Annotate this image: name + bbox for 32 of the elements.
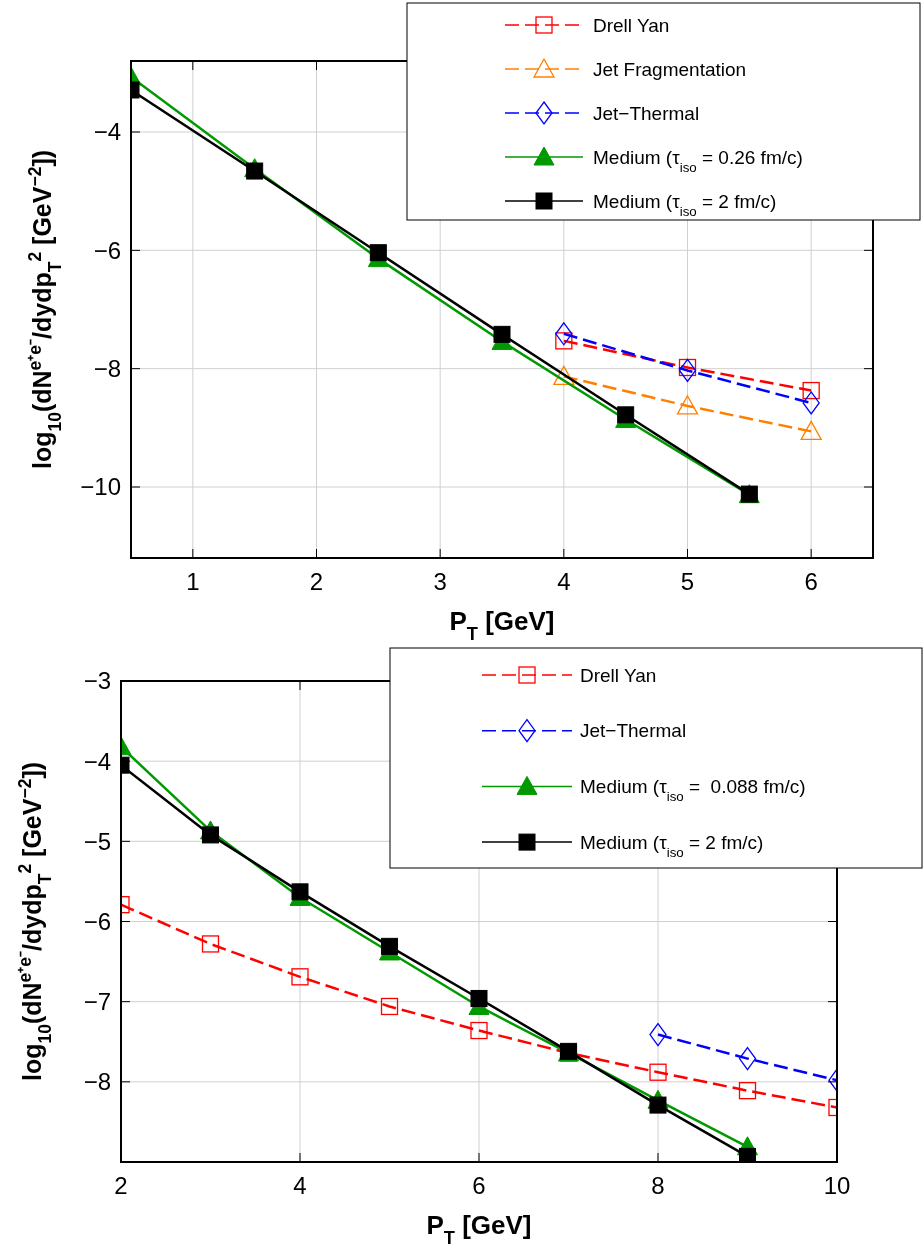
legend-label: Medium (τ$_{iso}$ = 2 fm/c): [580, 831, 764, 860]
legend-label: Jet Fragmentation: [593, 58, 747, 80]
y-tick-label: −10: [80, 473, 121, 501]
y-tick-label: −7: [83, 988, 111, 1016]
x-tick-label: 5: [680, 568, 695, 595]
legend-label: Jet−Thermal: [593, 102, 700, 124]
x-tick-label: 2: [309, 568, 324, 595]
legend-label: Drell Yan: [580, 664, 657, 686]
y-tick-label: −6: [93, 236, 121, 264]
legend-label: Medium (τ$_{iso}$ = 0.26 fm/c): [593, 146, 803, 175]
legend-label: Medium (τ$_{iso}$ = 0.088 fm/c): [580, 776, 806, 804]
x-tick-label: 6: [804, 568, 818, 595]
x-tick-label: 4: [293, 1172, 307, 1199]
y-tick-label: −6: [83, 907, 111, 935]
y-tick-label: −4: [93, 118, 121, 146]
x-tick-label: 1: [186, 568, 200, 595]
y-tick-label: −5: [83, 827, 111, 855]
x-tick-label: 6: [472, 1172, 486, 1199]
x-tick-label: 3: [433, 568, 447, 595]
x-axis-title: P$_{T}$ [GeV]: [449, 606, 555, 644]
y-tick-label: −3: [83, 667, 111, 695]
legend-label: Jet−Thermal: [580, 720, 687, 742]
x-tick-label: 4: [557, 568, 571, 595]
legend-label: Drell Yan: [593, 14, 670, 36]
y-tick-label: −8: [93, 355, 121, 383]
x-tick-label: 10: [823, 1172, 851, 1199]
legend-label: Medium (τ$_{iso}$ = 2 fm/c): [593, 190, 777, 219]
x-tick-label: 2: [114, 1172, 128, 1199]
y-tick-label: −4: [83, 747, 111, 775]
x-tick-label: 8: [651, 1172, 665, 1199]
x-axis-title: P$_{T}$ [GeV]: [426, 1210, 532, 1248]
y-tick-label: −8: [83, 1068, 111, 1096]
